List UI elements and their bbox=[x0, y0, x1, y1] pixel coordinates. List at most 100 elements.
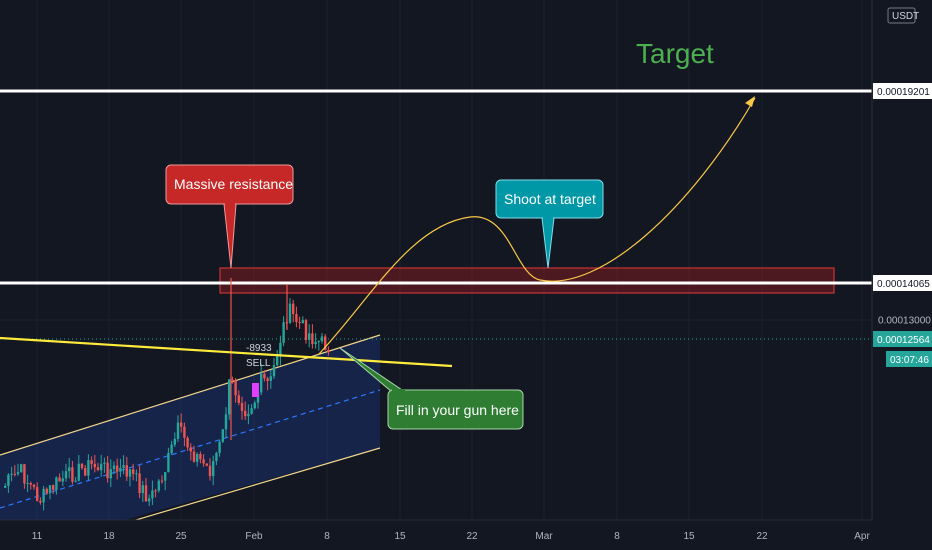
candle-body bbox=[250, 408, 253, 414]
candle-body bbox=[231, 379, 234, 381]
candle-body bbox=[234, 380, 237, 396]
candle-body bbox=[48, 485, 52, 494]
candle-body bbox=[192, 451, 196, 462]
candle-body bbox=[20, 464, 23, 473]
candle-body bbox=[64, 471, 68, 479]
time-tick-label: 18 bbox=[103, 531, 115, 542]
price-tick-label: 0.00013000 bbox=[878, 316, 931, 327]
svg-text:USDT: USDT bbox=[892, 11, 919, 22]
candle-body bbox=[247, 413, 250, 417]
descending-trendline[interactable] bbox=[0, 336, 453, 368]
svg-text:0.00014065: 0.00014065 bbox=[877, 279, 930, 290]
price-tag-resistance-low: 0.00014065 bbox=[873, 275, 932, 291]
candle-body bbox=[189, 447, 192, 452]
candle-body bbox=[256, 392, 260, 403]
candle-body bbox=[141, 485, 144, 494]
candle-body bbox=[199, 454, 202, 460]
candle-body bbox=[266, 378, 269, 381]
callout-massive-resistance[interactable]: Massive resistance bbox=[165, 164, 294, 269]
candle-body bbox=[224, 414, 228, 430]
trade-qty-label: -8933 bbox=[246, 343, 272, 354]
candle-body bbox=[176, 422, 180, 439]
currency-badge[interactable]: USDT bbox=[887, 7, 919, 24]
callout-shoot-at-target[interactable]: Shoot at target bbox=[495, 179, 604, 269]
callout-shoot-at-target-text: Shoot at target bbox=[504, 191, 596, 207]
candle-body bbox=[269, 376, 272, 381]
candle-body bbox=[36, 487, 39, 501]
candle-body bbox=[237, 395, 240, 403]
resistance-zone[interactable] bbox=[219, 267, 835, 294]
candle-body bbox=[7, 474, 10, 486]
time-tick-label: 22 bbox=[756, 531, 768, 542]
projection-path[interactable] bbox=[317, 97, 756, 356]
candle-body bbox=[154, 490, 157, 492]
candle-body bbox=[327, 349, 330, 353]
candle-body bbox=[208, 465, 212, 477]
chart-grid bbox=[0, 0, 872, 520]
candle-body bbox=[240, 402, 244, 411]
price-tag-resistance-high: 0.00019201 bbox=[873, 83, 932, 99]
candle-body bbox=[164, 472, 167, 481]
trade-side-label: SELL bbox=[246, 358, 271, 369]
candle-body bbox=[4, 485, 7, 488]
time-tick-label: Apr bbox=[854, 531, 870, 542]
candle-body bbox=[125, 465, 128, 477]
candle-body bbox=[77, 463, 80, 481]
ascending-channel-fill bbox=[0, 335, 380, 550]
price-tag-last: 0.00012564 bbox=[873, 331, 932, 347]
countdown-tag: 03:07:46 bbox=[886, 351, 932, 367]
candle-body bbox=[106, 462, 109, 479]
svg-text:03:07:46: 03:07:46 bbox=[890, 355, 929, 366]
candle-body bbox=[96, 467, 100, 471]
callout-massive-resistance-text: Massive resistance bbox=[174, 176, 293, 192]
callout-fill-in-gun[interactable]: Fill in your gun here bbox=[339, 347, 524, 430]
candle-body bbox=[157, 480, 160, 491]
candle-body bbox=[29, 483, 32, 485]
candle-body bbox=[122, 465, 125, 468]
svg-text:0.00019201: 0.00019201 bbox=[877, 87, 930, 98]
time-tick-label: 8 bbox=[324, 531, 330, 542]
candle-body bbox=[212, 461, 215, 477]
candle-body bbox=[160, 480, 164, 482]
candle-body bbox=[68, 467, 71, 472]
candle-body bbox=[202, 459, 205, 464]
candle-body bbox=[282, 322, 285, 343]
candle-body bbox=[276, 355, 279, 366]
candle-body bbox=[61, 478, 64, 482]
candle-body bbox=[260, 373, 263, 393]
candle-body bbox=[16, 472, 20, 475]
candle-body bbox=[301, 320, 304, 323]
candle-body bbox=[253, 402, 256, 409]
candle-body bbox=[186, 437, 189, 448]
channel-upper-line[interactable] bbox=[0, 334, 381, 456]
candle-body bbox=[228, 379, 231, 415]
candle-body bbox=[87, 460, 90, 476]
candle-body bbox=[221, 429, 224, 442]
candle-body bbox=[103, 462, 106, 464]
candle-body bbox=[45, 488, 48, 494]
candle-body bbox=[109, 469, 112, 479]
time-axis[interactable]: 11 18 25 Feb 8 15 22 Mar 8 15 22 Apr bbox=[0, 519, 872, 550]
candle-body bbox=[317, 341, 320, 343]
time-tick-label: 15 bbox=[683, 531, 695, 542]
projection-arrowhead bbox=[745, 96, 755, 107]
candle-body bbox=[100, 463, 103, 471]
candle-body bbox=[144, 485, 148, 502]
candle-body bbox=[244, 410, 247, 417]
candle-body bbox=[292, 303, 295, 314]
price-axis[interactable]: 0.00013000 USDT 0.00019201 0.00014065 0.… bbox=[871, 0, 932, 520]
candle-body bbox=[23, 464, 26, 484]
candle-body bbox=[279, 342, 282, 356]
candle-body bbox=[112, 465, 116, 470]
candle-body bbox=[42, 488, 45, 503]
trade-marker[interactable] bbox=[252, 383, 259, 397]
time-tick-label: 11 bbox=[32, 531, 43, 542]
candle-body bbox=[26, 483, 29, 485]
candle-body bbox=[119, 467, 122, 472]
candle-body bbox=[116, 465, 119, 472]
svg-text:0.00012564: 0.00012564 bbox=[877, 335, 930, 346]
candle-body bbox=[132, 469, 135, 474]
candle-body bbox=[167, 452, 170, 473]
candle-body bbox=[32, 484, 36, 488]
